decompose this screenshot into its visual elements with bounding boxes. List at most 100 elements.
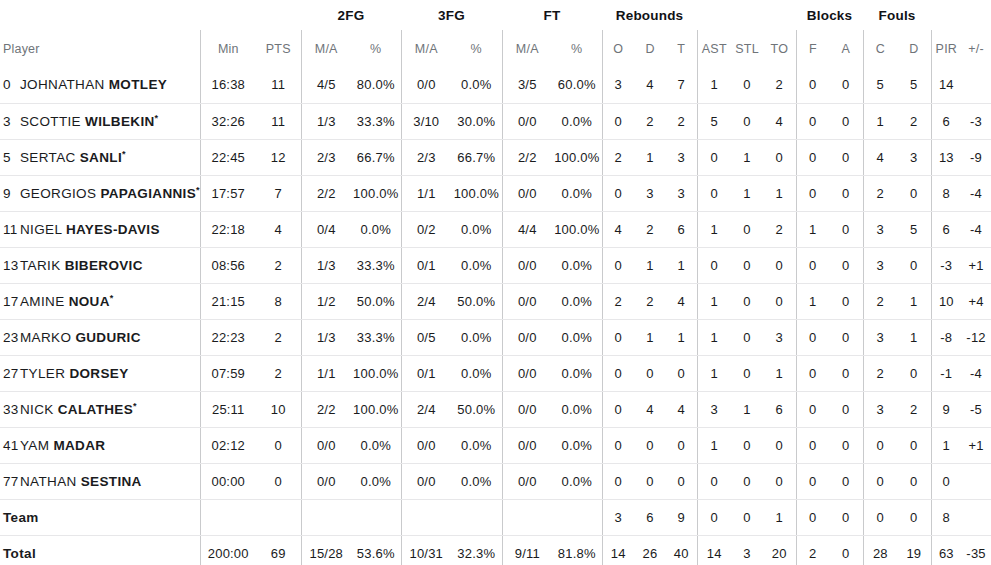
player-name[interactable]: SCOTTIE WILBEKIN* — [20, 114, 158, 129]
cell-to: 3 — [763, 319, 796, 355]
cell-pts: 0 — [256, 427, 301, 463]
cell-pir: 6 — [931, 211, 961, 247]
player-cell: Total — [0, 535, 200, 565]
cell-min: 08:56 — [200, 247, 256, 283]
cell-to: 1 — [763, 355, 796, 391]
cell-foul-d: 0 — [897, 355, 931, 391]
player-number: 77 — [3, 474, 20, 489]
cell-plusminus — [961, 499, 991, 535]
player-name[interactable]: NICK CALATHES* — [20, 402, 137, 417]
cell-reb-d: 2 — [634, 283, 666, 319]
cell-pir: 10 — [931, 283, 961, 319]
player-number: 13 — [3, 258, 20, 273]
box-score-panel: 2FG 3FG FT Rebounds Blocks Fouls Player … — [0, 0, 991, 565]
player-name[interactable]: NIGEL HAYES-DAVIS — [20, 222, 160, 237]
cell-pir: 6 — [931, 103, 961, 139]
cell-to: 2 — [763, 211, 796, 247]
cell-reb-t: 4 — [666, 391, 697, 427]
cell-foul-c: 3 — [863, 391, 897, 427]
cell-blk-a: 0 — [829, 319, 863, 355]
cell-reb-t: 7 — [666, 67, 697, 103]
player-name[interactable]: AMINE NOUA* — [20, 294, 114, 309]
cell-foul-c: 2 — [863, 283, 897, 319]
cell-reb-t: 40 — [666, 535, 697, 565]
cell-blk-f: 1 — [796, 211, 829, 247]
cell-reb-t: 1 — [666, 247, 697, 283]
cell-blk-f: 0 — [796, 175, 829, 211]
cell-pir: 9 — [931, 391, 961, 427]
cell-3fg-pct: 100.0% — [451, 175, 502, 211]
column-header-reb-t: T — [666, 30, 697, 67]
cell-ast: 0 — [697, 139, 731, 175]
cell-stl: 0 — [731, 103, 763, 139]
cell-stl: 0 — [731, 463, 763, 499]
cell-2fg-pct: 33.3% — [351, 319, 401, 355]
player-name[interactable]: SERTAC SANLI* — [20, 150, 126, 165]
cell-foul-d: 0 — [897, 499, 931, 535]
cell-2fg-pct: 0.0% — [351, 427, 401, 463]
cell-min: 16:38 — [200, 67, 256, 103]
cell-blk-a: 0 — [829, 283, 863, 319]
cell-min: 22:45 — [200, 139, 256, 175]
cell-3fg-pct: 0.0% — [451, 463, 502, 499]
player-name[interactable]: NATHAN SESTINA — [20, 474, 142, 489]
cell-stl: 1 — [731, 175, 763, 211]
cell-ft-pct: 0.0% — [552, 463, 602, 499]
column-header-to: TO — [763, 30, 796, 67]
cell-ast: 0 — [697, 175, 731, 211]
player-cell: Team — [0, 499, 200, 535]
cell-reb-t: 1 — [666, 319, 697, 355]
column-header-stl: STL — [731, 30, 763, 67]
cell-2fg-ma: 4/5 — [301, 67, 351, 103]
cell-blk-a: 0 — [829, 427, 863, 463]
group-header-2fg: 2FG — [301, 0, 401, 30]
cell-2fg-ma: 0/0 — [301, 427, 351, 463]
player-number: 41 — [3, 438, 20, 453]
cell-3fg-ma: 2/3 — [401, 139, 451, 175]
player-name[interactable]: TYLER DORSEY — [20, 366, 129, 381]
player-name[interactable]: MARKO GUDURIC — [20, 330, 141, 345]
cell-plusminus: -4 — [961, 211, 991, 247]
cell-2fg-ma: 1/3 — [301, 247, 351, 283]
cell-2fg-ma: 2/3 — [301, 139, 351, 175]
cell-ft-ma: 0/0 — [502, 391, 552, 427]
group-header-row: 2FG 3FG FT Rebounds Blocks Fouls — [0, 0, 991, 30]
cell-min: 22:18 — [200, 211, 256, 247]
cell-ft-pct: 0.0% — [552, 391, 602, 427]
cell-to: 4 — [763, 103, 796, 139]
cell-min: 07:59 — [200, 355, 256, 391]
cell-blk-a: 0 — [829, 463, 863, 499]
cell-reb-d: 0 — [634, 355, 666, 391]
cell-ast: 5 — [697, 103, 731, 139]
cell-min: 02:12 — [200, 427, 256, 463]
cell-3fg-pct — [451, 499, 502, 535]
column-header-3fg-pct: % — [451, 30, 502, 67]
cell-reb-d: 0 — [634, 427, 666, 463]
cell-3fg-pct: 0.0% — [451, 319, 502, 355]
cell-foul-d: 2 — [897, 391, 931, 427]
cell-plusminus: -3 — [961, 103, 991, 139]
cell-foul-d: 2 — [897, 103, 931, 139]
cell-min — [200, 499, 256, 535]
player-name[interactable]: GEORGIOS PAPAGIANNIS* — [20, 186, 200, 201]
player-name[interactable]: JOHNATHAN MOTLEY — [20, 77, 167, 92]
cell-reb-o: 0 — [602, 103, 634, 139]
cell-ft-ma: 2/2 — [502, 139, 552, 175]
cell-plusminus — [961, 463, 991, 499]
cell-ast: 3 — [697, 391, 731, 427]
column-header-ft-pct: % — [552, 30, 602, 67]
cell-foul-d: 1 — [897, 283, 931, 319]
player-name[interactable]: YAM MADAR — [20, 438, 105, 453]
cell-min: 200:00 — [200, 535, 256, 565]
cell-reb-d: 1 — [634, 139, 666, 175]
cell-reb-t: 0 — [666, 427, 697, 463]
column-header-blk-a: A — [829, 30, 863, 67]
cell-stl: 0 — [731, 67, 763, 103]
cell-to: 0 — [763, 463, 796, 499]
cell-ft-ma: 0/0 — [502, 175, 552, 211]
player-cell: 13TARIK BIBEROVIC — [0, 247, 200, 283]
cell-ast: 0 — [697, 247, 731, 283]
cell-2fg-pct: 33.3% — [351, 103, 401, 139]
cell-ft-pct: 100.0% — [552, 139, 602, 175]
player-name[interactable]: TARIK BIBEROVIC — [20, 258, 143, 273]
